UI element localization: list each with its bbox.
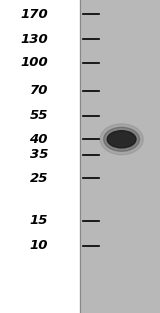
Text: 130: 130 bbox=[20, 33, 48, 46]
Bar bbox=[80, 0, 160, 313]
Bar bbox=[0, 0, 80, 313]
Text: 15: 15 bbox=[29, 214, 48, 227]
Ellipse shape bbox=[100, 124, 143, 155]
Text: 170: 170 bbox=[20, 8, 48, 21]
Ellipse shape bbox=[104, 127, 140, 151]
Text: 40: 40 bbox=[29, 133, 48, 146]
Ellipse shape bbox=[107, 131, 136, 148]
Text: 10: 10 bbox=[29, 239, 48, 252]
Text: 25: 25 bbox=[29, 172, 48, 185]
Text: 100: 100 bbox=[20, 56, 48, 69]
Text: 70: 70 bbox=[29, 84, 48, 97]
Text: 35: 35 bbox=[29, 148, 48, 162]
Text: 55: 55 bbox=[29, 109, 48, 122]
